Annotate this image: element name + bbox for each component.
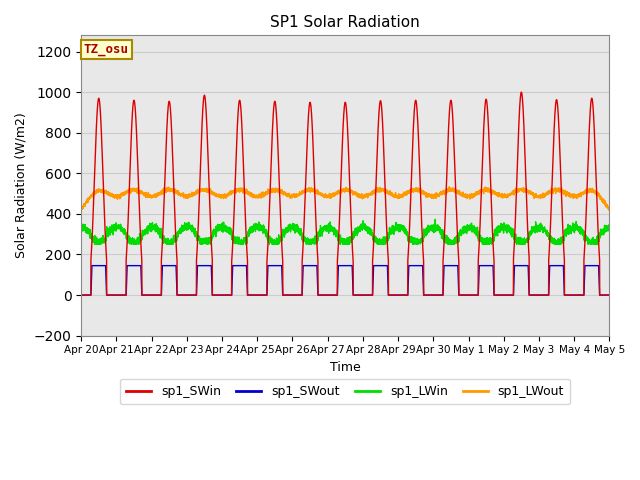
sp1_LWout: [172, 188, 180, 194]
Legend: sp1_SWin, sp1_SWout, sp1_LWin, sp1_LWout: sp1_SWin, sp1_SWout, sp1_LWin, sp1_LWout: [120, 379, 570, 405]
sp1_LWin: [493, 233, 501, 239]
sp1_LWin: [464, 226, 472, 231]
Line: sp1_LWout: sp1_LWout: [81, 187, 609, 210]
sp1_LWout: [326, 194, 333, 200]
sp1_SWout: [463, 292, 471, 298]
Title: SP1 Solar Radiation: SP1 Solar Radiation: [270, 15, 420, 30]
sp1_SWin: [77, 292, 85, 298]
sp1_SWout: [88, 263, 96, 268]
sp1_SWin: [172, 240, 180, 246]
sp1_LWout: [435, 193, 442, 199]
sp1_SWin: [435, 292, 442, 298]
sp1_LWout: [605, 207, 613, 213]
sp1_SWin: [605, 292, 613, 298]
sp1_SWin: [463, 292, 471, 298]
sp1_SWout: [172, 266, 180, 272]
Line: sp1_SWout: sp1_SWout: [81, 265, 609, 295]
Text: TZ_osu: TZ_osu: [84, 43, 129, 56]
sp1_LWout: [605, 207, 612, 213]
sp1_SWout: [605, 292, 613, 298]
sp1_LWout: [493, 190, 501, 196]
sp1_SWin: [493, 292, 501, 298]
sp1_LWout: [77, 206, 85, 212]
sp1_SWin: [605, 292, 612, 298]
sp1_LWin: [605, 222, 612, 228]
sp1_SWout: [77, 292, 85, 298]
sp1_LWin: [326, 223, 333, 228]
sp1_LWout: [445, 184, 453, 190]
sp1_LWin: [435, 225, 442, 230]
sp1_SWout: [605, 292, 612, 298]
sp1_SWout: [326, 292, 333, 298]
sp1_LWout: [463, 194, 471, 200]
Line: sp1_SWin: sp1_SWin: [81, 92, 609, 295]
sp1_LWout: [605, 207, 613, 213]
X-axis label: Time: Time: [330, 361, 360, 374]
sp1_LWin: [77, 223, 85, 229]
sp1_SWin: [518, 89, 525, 95]
Line: sp1_LWin: sp1_LWin: [81, 219, 609, 244]
sp1_LWin: [93, 241, 101, 247]
sp1_SWout: [435, 292, 442, 298]
sp1_SWin: [326, 292, 333, 298]
Y-axis label: Solar Radiation (W/m2): Solar Radiation (W/m2): [15, 113, 28, 258]
sp1_LWin: [172, 236, 180, 242]
sp1_LWin: [431, 216, 439, 222]
sp1_SWout: [493, 292, 501, 298]
sp1_LWin: [605, 225, 613, 231]
